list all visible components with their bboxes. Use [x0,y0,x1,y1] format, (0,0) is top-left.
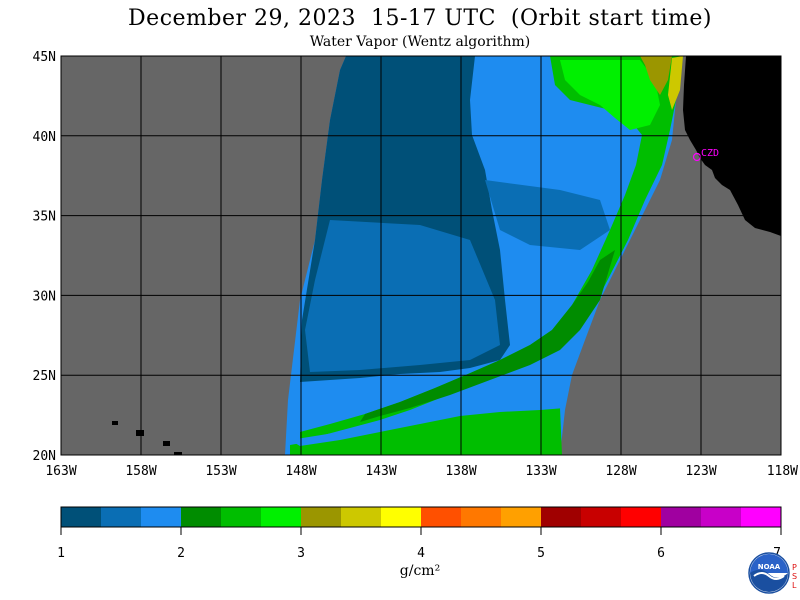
color-scale-swatch [661,507,702,527]
map-subtitle: Water Vapor (Wentz algorithm) [309,34,531,50]
lat-label: 25N [33,369,56,384]
lon-label: 153W [205,464,236,479]
svg-text:NOAA: NOAA [758,563,781,571]
lat-label: 20N [33,449,56,464]
lon-label: 163W [45,464,76,479]
swath-yellow-coast [668,56,683,110]
color-scale-tick-label: 3 [297,546,305,561]
swath-mid-blue [305,220,500,372]
swath-bright-green [560,60,660,130]
color-scale-bar [60,506,782,528]
swath-dark-green-band [360,250,615,422]
color-scale-tick-label: 2 [177,546,185,561]
lon-label: 118W [767,464,798,479]
color-scale-swatch [221,507,262,527]
color-scale-swatch [381,507,422,527]
latitude-labels: 45N 40N 35N 30N 25N 20N [33,50,56,464]
color-scale-ticks: 1 2 3 4 5 6 7 [57,527,782,561]
color-scale-tick-label: 6 [657,546,665,561]
lon-label: 123W [685,464,716,479]
color-scale-swatch [341,507,382,527]
lat-label: 35N [33,210,56,225]
color-scale-swatch [421,507,462,527]
lon-label: 143W [365,464,396,479]
color-scale-swatch [621,507,662,527]
color-scale-swatch [701,507,742,527]
psl-letter-p: P [792,563,797,572]
noaa-logo: NOAA [748,552,790,598]
psl-letter-l: L [792,581,797,590]
swath-blue-south [290,388,568,446]
longitude-labels: 163W 158W 153W 148W 143W 138W 133W 128W 123W 118W [45,464,798,479]
lon-label: 138W [445,464,476,479]
color-scale-swatch [581,507,622,527]
hawaii-islands [112,421,182,455]
lon-label: 133W [525,464,556,479]
color-scale-swatch [61,507,102,527]
lon-label: 148W [285,464,316,479]
water-vapor-swath [285,56,683,455]
lat-label: 30N [33,289,56,304]
color-scale-tick-label: 4 [417,546,425,561]
color-scale-swatch [501,507,542,527]
noaa-emblem-icon: NOAA [748,552,790,594]
lon-label: 158W [125,464,156,479]
swath-olive-coast [640,56,672,95]
map-title: December 29, 2023 15-17 UTC (Orbit start… [128,6,712,31]
psl-letter-s: S [792,572,798,581]
north-america-land [683,56,781,236]
lat-label: 45N [33,50,56,65]
color-scale-swatch [101,507,142,527]
color-scale-swatch [301,507,342,527]
color-scale-swatch [181,507,222,527]
swath-green-south [290,408,562,455]
swath-mid-blue-2 [485,180,610,250]
lat-label: 40N [33,130,56,145]
color-scale-swatch [141,507,182,527]
color-scale-tick-label: 7 [773,546,781,561]
station-label: CZD [701,148,719,159]
color-scale-unit: g/cm² [399,563,441,579]
lat-lon-grid [60,55,782,456]
color-scale-swatch [541,507,582,527]
color-scale-swatch [461,507,502,527]
color-scale-tick-label: 5 [537,546,545,561]
color-scale-tick-label: 1 [57,546,65,561]
lon-label: 128W [605,464,636,479]
color-scale-swatch [741,507,782,527]
color-scale-swatch [261,507,302,527]
